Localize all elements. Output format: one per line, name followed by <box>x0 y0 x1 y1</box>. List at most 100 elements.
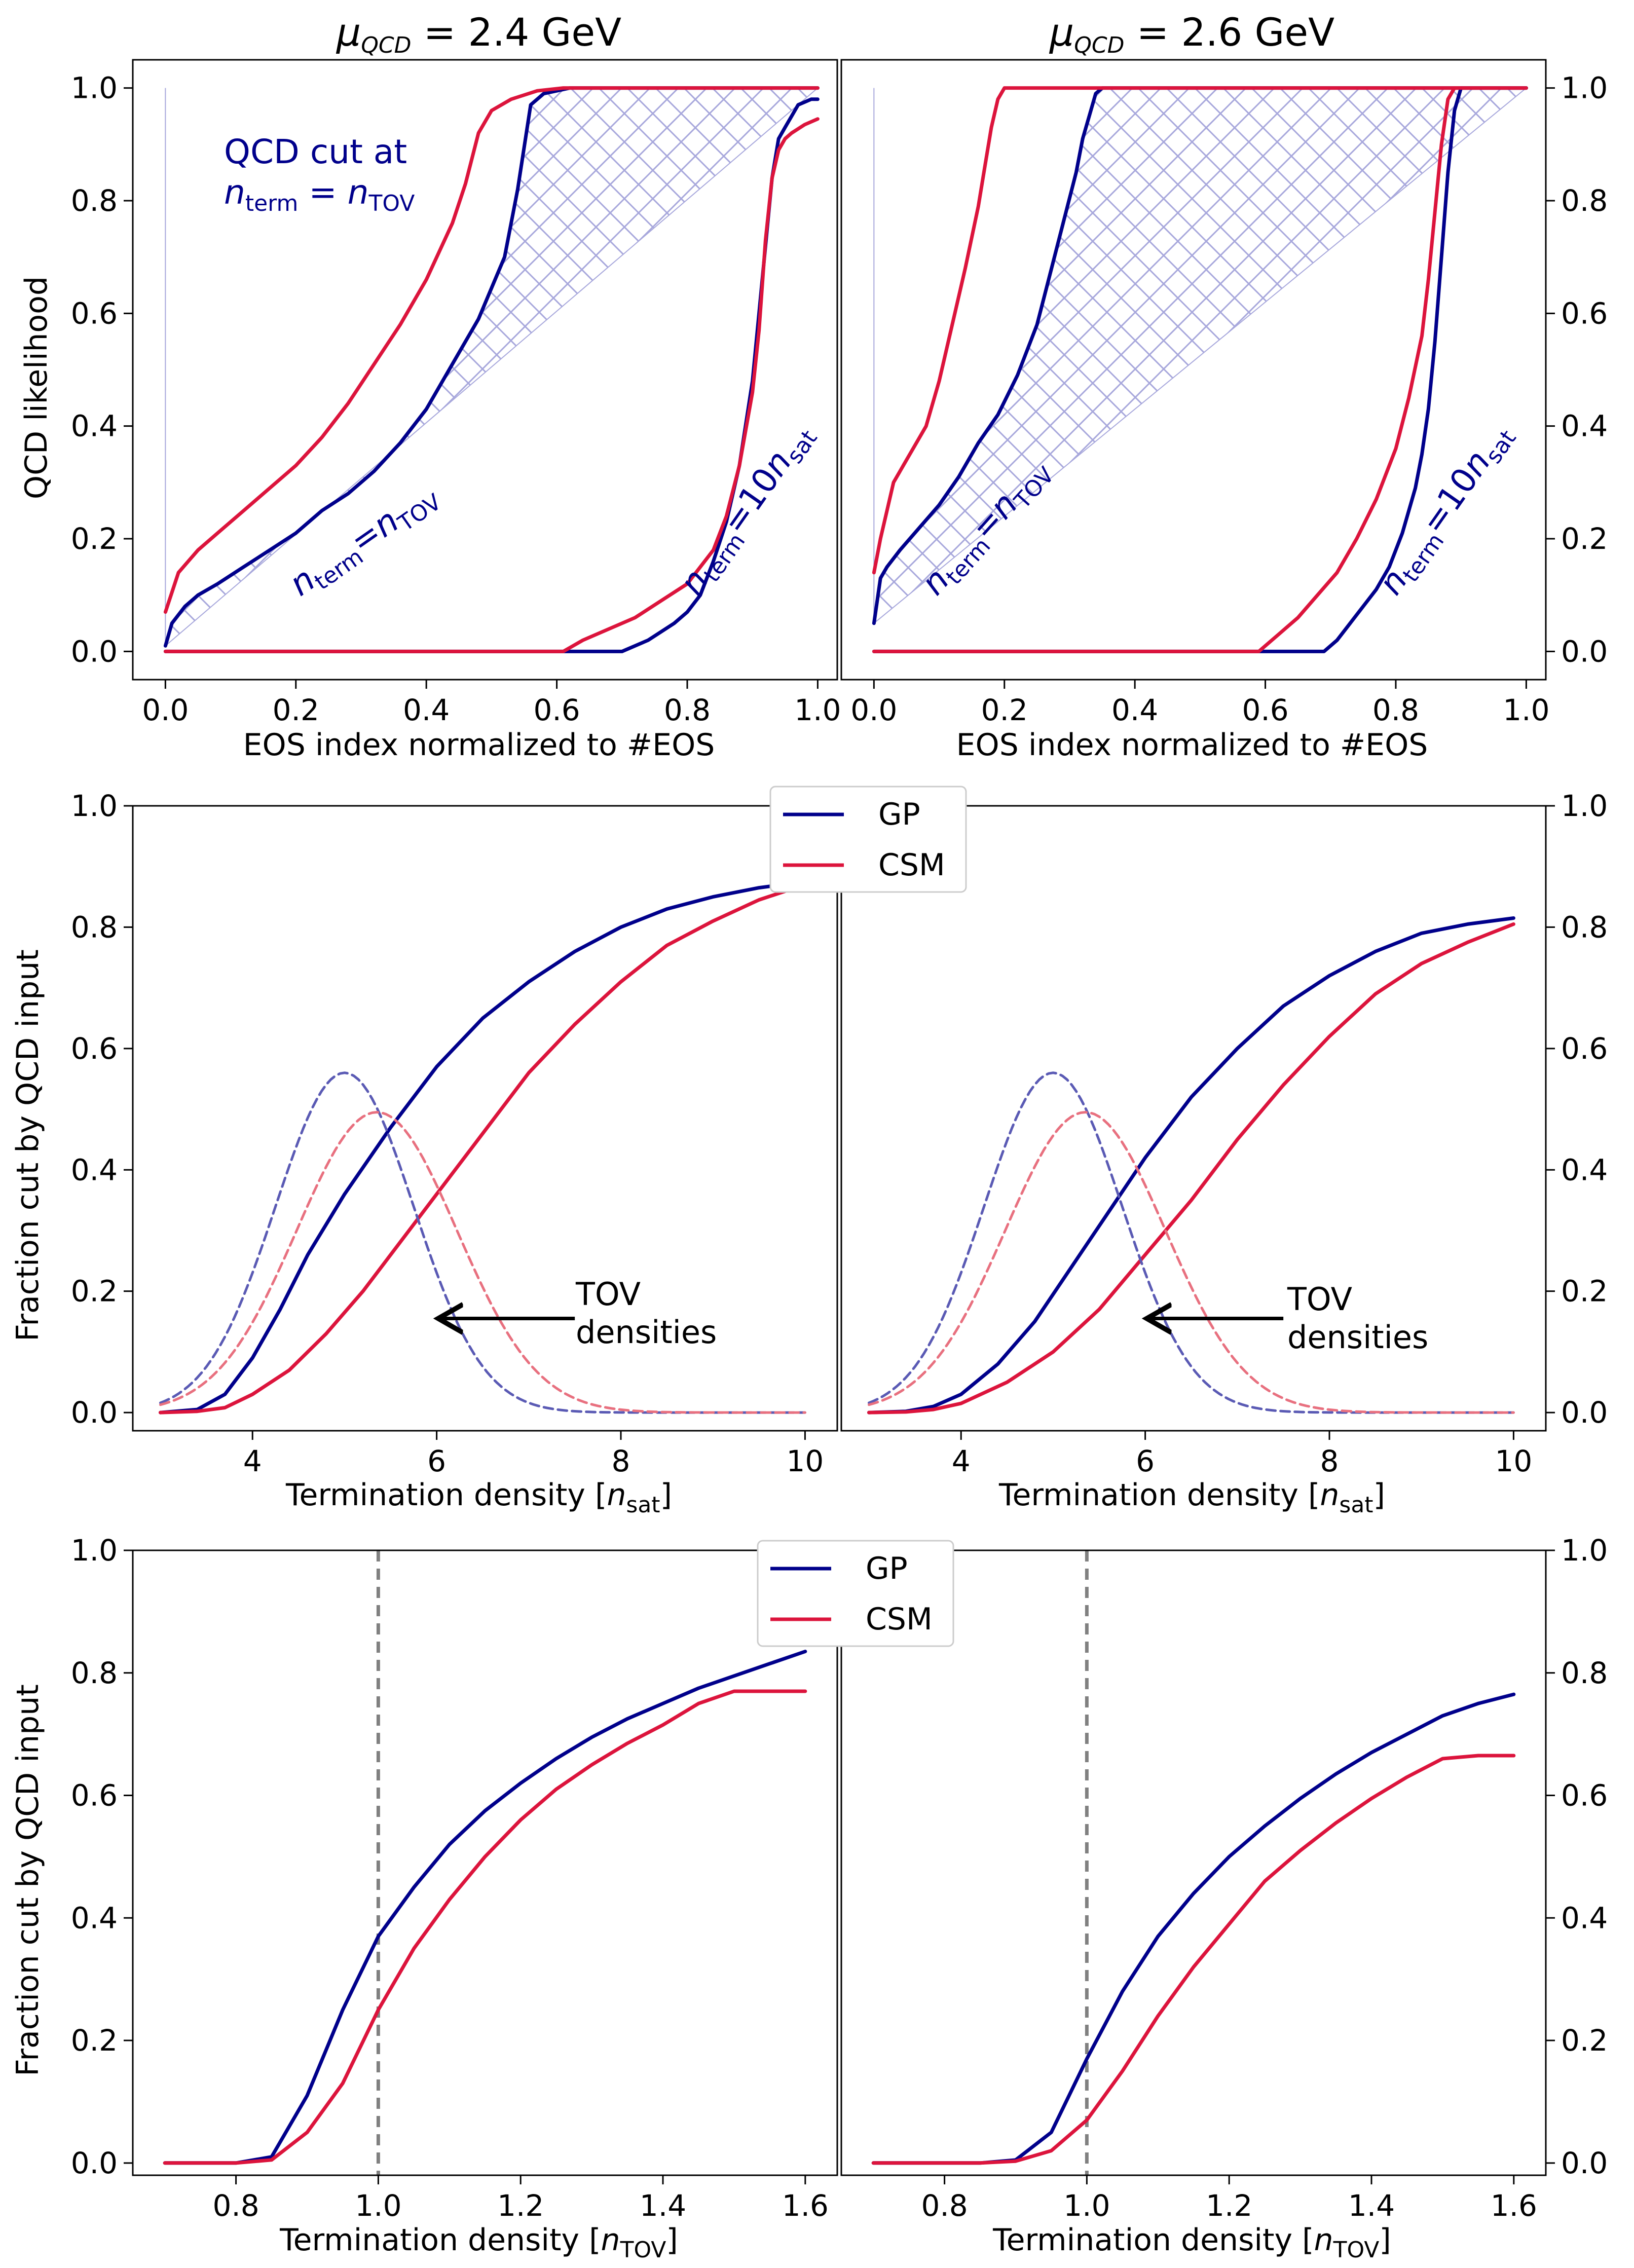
tov-label-right: TOV <box>1287 1281 1352 1318</box>
series-top_right-2 <box>872 86 1528 653</box>
ytick-label: 0.2 <box>1561 522 1608 556</box>
series-mid_left-3 <box>159 1111 806 1414</box>
panel-top_right: 0.0 0.2 0.4 0.6 0.8 1.0 0.0 0.2 0.4 0.6 0.8 1.0 <box>840 59 1608 727</box>
series-top_right-3 <box>872 86 1528 653</box>
ytick-label: 1.0 <box>1561 789 1608 823</box>
xtick-label: 1.4 <box>640 2188 686 2223</box>
ylabel-bot-left: Fraction cut by QCD input <box>10 1684 46 2076</box>
nterm-10nsat-label-right: nterm=10nsat <box>1371 416 1521 605</box>
xtick-label: 0.2 <box>273 693 319 727</box>
series-mid_right-1 <box>867 922 1515 1415</box>
ytick-label: 0.4 <box>1561 1152 1608 1187</box>
ytick-label: 0.8 <box>71 183 118 218</box>
ytick-label: 0.6 <box>71 1778 118 1813</box>
legend-bot-csm-label: CSM <box>866 1602 933 1637</box>
panel-mid_left: 4 6 8 10 0.0 0.2 0.4 0.6 0.8 1.0 <box>71 789 838 1478</box>
ytick-label: 0.0 <box>1561 634 1608 668</box>
xtick-label: 0.0 <box>850 693 897 727</box>
qcd-cut-label-line2: nterm = nTOV <box>224 173 415 216</box>
xtick-label: 0.8 <box>212 2188 259 2223</box>
xtick-label: 0.6 <box>533 693 580 727</box>
xtick-label: 1.2 <box>1206 2188 1252 2223</box>
series-bot_left-1 <box>163 1689 807 2165</box>
ytick-label: 0.8 <box>71 910 118 944</box>
ylabel-top-left: QCD likelihood <box>19 276 54 499</box>
title-right: μQCD = 2.6 GeV <box>1049 10 1334 58</box>
xtick-label: 1.2 <box>497 2188 544 2223</box>
xtick-label: 4 <box>952 1444 971 1478</box>
ytick-label: 0.8 <box>1561 183 1608 218</box>
series-top_right-1 <box>872 86 1528 575</box>
nterm-10nsat-label-left: nterm=10nsat <box>672 416 823 605</box>
series-mid_right-0 <box>867 916 1515 1415</box>
xtick-label: 6 <box>1136 1444 1155 1478</box>
tov-densities-label-right: densities <box>1287 1319 1428 1356</box>
ytick-label: 0.4 <box>71 1901 118 1935</box>
xtick-label: 10 <box>1495 1444 1532 1478</box>
ytick-label: 0.2 <box>1561 2023 1608 2058</box>
xtick-label: 10 <box>786 1444 824 1478</box>
ytick-label: 0.4 <box>1561 1901 1608 1935</box>
xtick-label: 0.0 <box>142 693 189 727</box>
series-mid_right-2 <box>868 1071 1515 1414</box>
xtick-label: 1.0 <box>1503 693 1549 727</box>
xtick-label: 0.4 <box>403 693 450 727</box>
ytick-label: 0.2 <box>71 2023 118 2058</box>
nterm-ntov-label-left: nterm=nTOV <box>282 474 446 607</box>
ytick-label: 0.0 <box>71 1395 118 1430</box>
ytick-label: 0.4 <box>1561 409 1608 443</box>
axes-frame-mid_right <box>840 805 1547 1432</box>
xtick-label: 0.8 <box>921 2188 968 2223</box>
ytick-label: 0.6 <box>1561 296 1608 330</box>
xtick-label: 0.2 <box>981 693 1028 727</box>
ytick-label: 1.0 <box>71 1533 118 1568</box>
series-top_right-0 <box>872 86 1528 625</box>
xtick-label: 0.6 <box>1242 693 1288 727</box>
legend-bot-gp-label: GP <box>866 1551 908 1586</box>
panel-mid_right: 4 6 8 10 0.0 0.2 0.4 0.6 0.8 1.0 <box>840 789 1608 1478</box>
legend-bot: GP CSM <box>757 1540 954 1647</box>
tov-densities-label-left: densities <box>576 1314 717 1351</box>
ytick-label: 0.8 <box>1561 910 1608 944</box>
xlabel-bot-left: Termination density [nTOV] <box>279 2222 678 2263</box>
axes-frame-mid_left <box>132 805 838 1432</box>
xtick-label: 0.4 <box>1111 693 1158 727</box>
xlabel-mid-right: Termination density [nsat] <box>998 1477 1385 1518</box>
xtick-label: 1.0 <box>355 2188 401 2223</box>
xtick-label: 1.6 <box>1491 2188 1537 2223</box>
xlabel-mid-left: Termination density [nsat] <box>285 1477 672 1518</box>
ytick-label: 1.0 <box>1561 1533 1608 1568</box>
ylabel-mid-left: Fraction cut by QCD input <box>10 949 46 1342</box>
series-mid_left-0 <box>159 880 807 1415</box>
xtick-label: 6 <box>427 1444 446 1478</box>
panel-bot_left: 0.8 1.0 1.2 1.4 1.6 0.0 0.2 0.4 0.6 0.8 1.0 <box>71 1533 838 2223</box>
axes-frame-top_right <box>840 59 1547 681</box>
series-top_left-3 <box>163 117 820 653</box>
xlabel-top-right: EOS index normalized to #EOS <box>956 727 1428 763</box>
series-top_left-1 <box>163 86 820 614</box>
qcd-cut-label: QCD cut at <box>224 132 407 171</box>
ytick-label: 0.4 <box>71 1152 118 1187</box>
series-bot_right-1 <box>871 1754 1516 2165</box>
ytick-label: 0.6 <box>1561 1778 1608 1813</box>
ytick-label: 0.2 <box>71 522 118 556</box>
axes-frame-bot_left <box>132 1549 838 2176</box>
panel-bot_right: 0.8 1.0 1.2 1.4 1.6 0.0 0.2 0.4 0.6 0.8 1.0 <box>840 1533 1608 2223</box>
series-top_left-0 <box>163 86 820 648</box>
panel-top_left: 0.0 0.2 0.4 0.6 0.8 1.0 0.0 0.2 0.4 0.6 0.8 1.0 <box>71 59 841 727</box>
ytick-label: 0.0 <box>1561 2146 1608 2180</box>
ytick-label: 0.6 <box>71 1031 118 1066</box>
ytick-label: 0.0 <box>1561 1395 1608 1430</box>
ytick-label: 0.4 <box>71 409 118 443</box>
xtick-label: 1.6 <box>782 2188 829 2223</box>
series-bot_left-0 <box>163 1650 807 2165</box>
series-bot_right-0 <box>871 1692 1516 2165</box>
title-left: μQCD = 2.4 GeV <box>336 10 621 58</box>
ytick-label: 0.6 <box>1561 1031 1608 1066</box>
xlabel-top-left: EOS index normalized to #EOS <box>243 727 715 763</box>
series-mid_left-2 <box>159 1071 806 1414</box>
xtick-label: 1.4 <box>1348 2188 1395 2223</box>
xtick-label: 1.0 <box>794 693 841 727</box>
legend-mid-gp-label: GP <box>878 797 920 832</box>
